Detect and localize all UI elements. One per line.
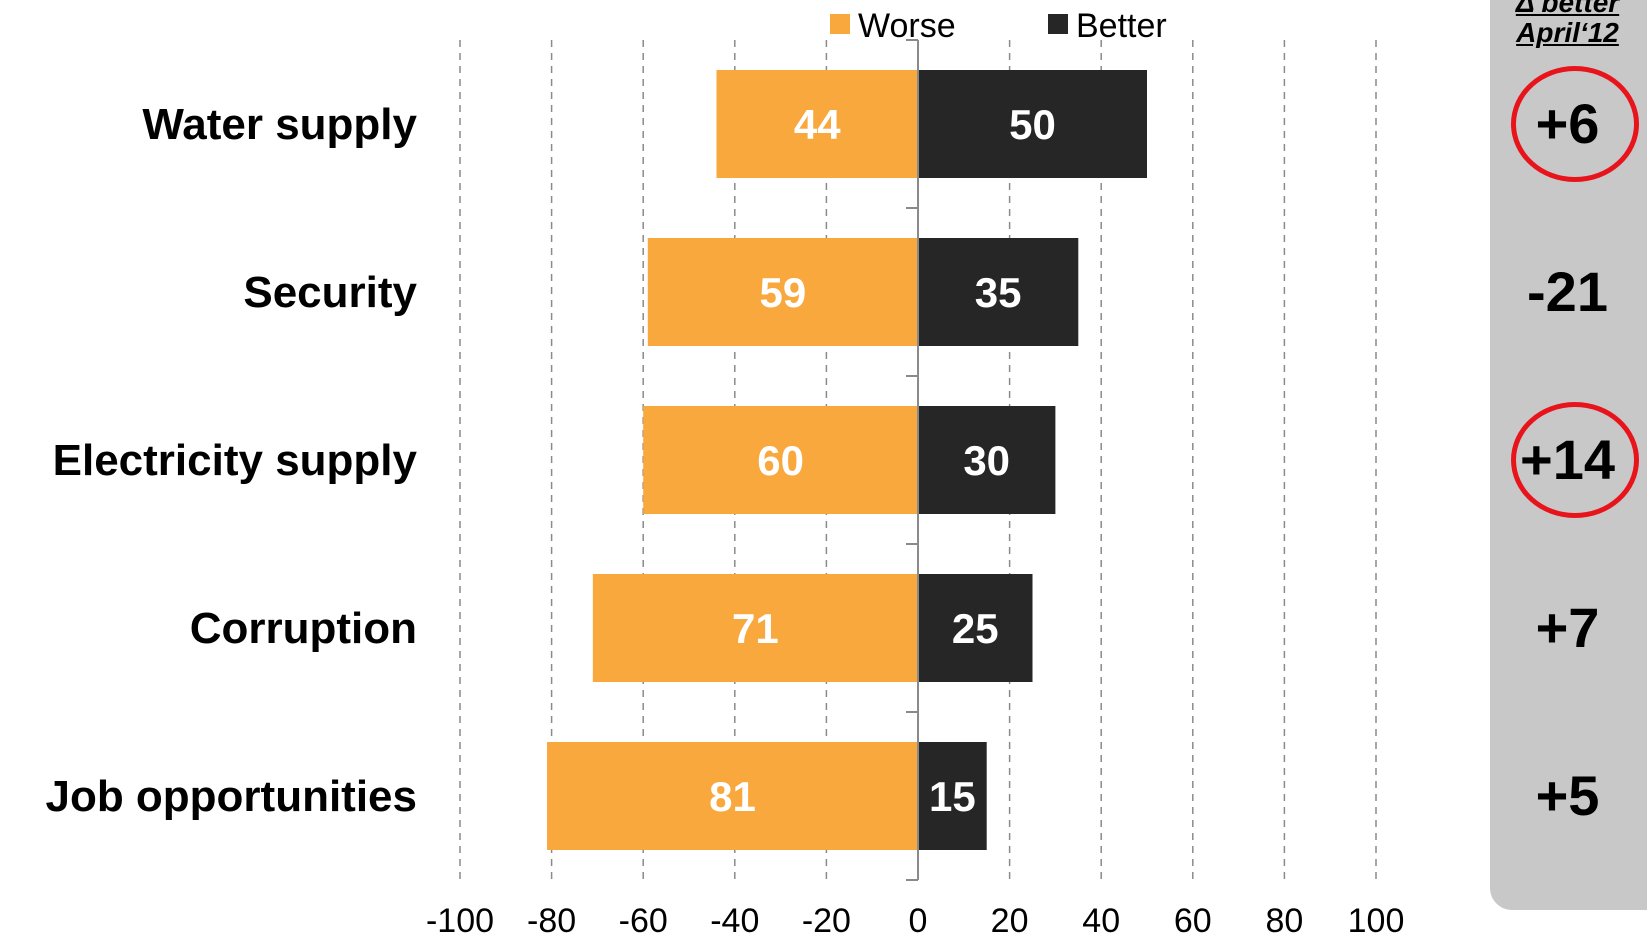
delta-value: +6 bbox=[1535, 92, 1600, 155]
x-tick-label: -100 bbox=[426, 902, 494, 936]
delta-value: +7 bbox=[1535, 596, 1600, 659]
delta-value: -21 bbox=[1527, 260, 1608, 323]
bar-worse bbox=[592, 574, 918, 682]
x-tick-label: -80 bbox=[527, 902, 576, 936]
x-tick-label: 100 bbox=[1348, 902, 1405, 936]
legend-swatch-better bbox=[1048, 14, 1068, 34]
bar-better bbox=[918, 70, 1147, 178]
x-tick-label: -60 bbox=[619, 902, 668, 936]
category-label: Job opportunities bbox=[45, 772, 417, 821]
delta-value: +5 bbox=[1535, 764, 1600, 827]
x-tick-label: 40 bbox=[1082, 902, 1120, 936]
category-label: Corruption bbox=[190, 604, 417, 653]
x-tick-label: 0 bbox=[909, 902, 928, 936]
data-label-better: 35 bbox=[975, 269, 1022, 316]
x-tick-label: 20 bbox=[991, 902, 1029, 936]
bar-worse bbox=[643, 406, 918, 514]
x-tick-label: 80 bbox=[1265, 902, 1303, 936]
bar-worse bbox=[547, 742, 918, 850]
category-label: Water supply bbox=[142, 100, 417, 149]
bar-worse bbox=[647, 238, 918, 346]
highlight-circle bbox=[1511, 66, 1639, 182]
delta-panel-header: Δ better April‘12 bbox=[1490, 0, 1645, 48]
delta-value: +14 bbox=[1520, 428, 1615, 491]
bar-better bbox=[918, 238, 1079, 346]
legend-swatch-worse bbox=[830, 14, 850, 34]
legend-label-better: Better bbox=[1076, 7, 1167, 45]
bar-better bbox=[918, 406, 1056, 514]
category-label: Electricity supply bbox=[53, 436, 418, 485]
bar-better bbox=[918, 574, 1033, 682]
data-label-better: 15 bbox=[929, 773, 976, 820]
delta-header-line1: Δ better bbox=[1515, 0, 1620, 18]
highlight-circle bbox=[1511, 402, 1639, 518]
x-tick-label: -40 bbox=[710, 902, 759, 936]
bar-better bbox=[918, 742, 987, 850]
data-label-worse: 71 bbox=[732, 605, 779, 652]
legend-label-worse: Worse bbox=[858, 7, 956, 45]
data-label-worse: 81 bbox=[709, 773, 756, 820]
x-tick-label: -20 bbox=[802, 902, 851, 936]
x-tick-label: 60 bbox=[1174, 902, 1212, 936]
data-label-better: 25 bbox=[952, 605, 999, 652]
delta-header-line2: April‘12 bbox=[1516, 17, 1619, 48]
data-label-better: 50 bbox=[1009, 101, 1056, 148]
bar-worse bbox=[716, 70, 918, 178]
data-label-worse: 60 bbox=[757, 437, 804, 484]
data-label-better: 30 bbox=[963, 437, 1010, 484]
data-label-worse: 44 bbox=[794, 101, 841, 148]
data-label-worse: 59 bbox=[760, 269, 807, 316]
category-label: Security bbox=[243, 268, 417, 317]
